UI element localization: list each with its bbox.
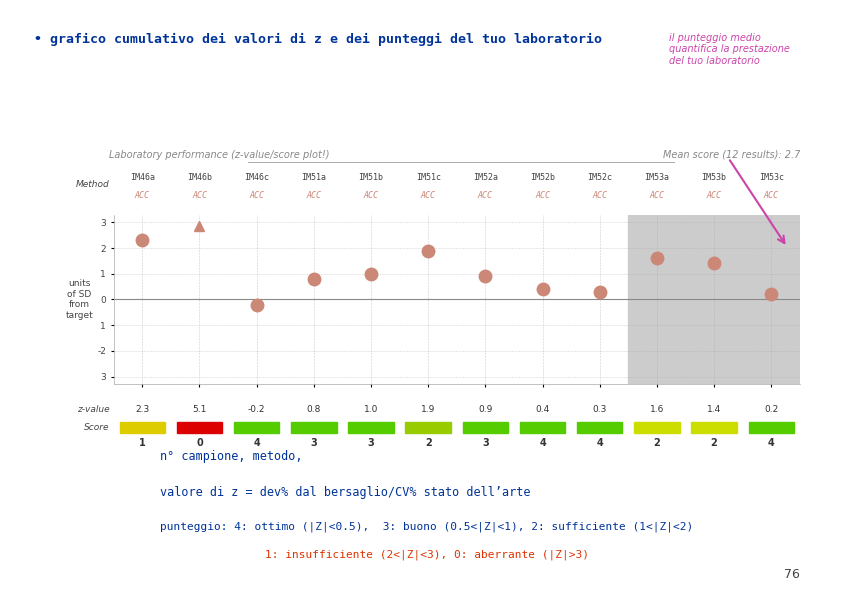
Text: ACC: ACC <box>135 191 150 200</box>
Text: 1.9: 1.9 <box>421 405 435 414</box>
Text: 2: 2 <box>653 438 660 448</box>
Bar <box>685 215 743 384</box>
Text: IM46a: IM46a <box>130 173 155 182</box>
Text: ACC: ACC <box>306 191 322 200</box>
Text: 1: 1 <box>139 438 146 448</box>
Text: 0.4: 0.4 <box>536 405 550 414</box>
Text: valore di z = dev% dal bersaglio/CV% stato dell’arte: valore di z = dev% dal bersaglio/CV% sta… <box>160 486 530 499</box>
Text: 0.2: 0.2 <box>765 405 779 414</box>
Text: -0.2: -0.2 <box>248 405 265 414</box>
Text: IM46b: IM46b <box>187 173 212 182</box>
Text: n° campione, metodo,: n° campione, metodo, <box>160 450 302 463</box>
Text: 2: 2 <box>711 438 717 448</box>
Text: 3: 3 <box>368 438 375 448</box>
Y-axis label: units
of SD
from
target: units of SD from target <box>65 280 93 319</box>
Text: 4: 4 <box>596 438 603 448</box>
Text: 2: 2 <box>425 438 432 448</box>
Text: 1.4: 1.4 <box>707 405 722 414</box>
Text: IM51a: IM51a <box>301 173 327 182</box>
Text: 1.0: 1.0 <box>364 405 378 414</box>
Text: 5.1: 5.1 <box>192 405 206 414</box>
Text: ACC: ACC <box>249 191 264 200</box>
Text: Method: Method <box>76 180 109 190</box>
Text: 76: 76 <box>784 568 800 581</box>
Text: 1: insufficiente (2<|Z|<3), 0: aberrante (|Z|>3): 1: insufficiente (2<|Z|<3), 0: aberrante… <box>265 550 589 560</box>
Text: ACC: ACC <box>706 191 722 200</box>
Text: IM53b: IM53b <box>701 173 727 182</box>
Text: IM53a: IM53a <box>644 173 669 182</box>
Text: IM52a: IM52a <box>473 173 498 182</box>
Text: 0.8: 0.8 <box>306 405 321 414</box>
Text: IM53c: IM53c <box>759 173 784 182</box>
Bar <box>743 215 800 384</box>
Text: 4: 4 <box>768 438 775 448</box>
Text: • grafico cumulativo dei valori di z e dei punteggi del tuo laboratorio: • grafico cumulativo dei valori di z e d… <box>34 33 602 46</box>
Text: ACC: ACC <box>478 191 493 200</box>
Text: IM51c: IM51c <box>416 173 440 182</box>
Text: Laboratory performance (z-value/score plot!): Laboratory performance (z-value/score pl… <box>109 150 330 160</box>
Text: 2.3: 2.3 <box>135 405 149 414</box>
Text: 4: 4 <box>253 438 260 448</box>
Text: 3: 3 <box>482 438 488 448</box>
Text: z-value: z-value <box>77 405 109 414</box>
Text: IM52b: IM52b <box>530 173 555 182</box>
Text: IM52c: IM52c <box>587 173 612 182</box>
Text: ACC: ACC <box>764 191 779 200</box>
Text: ACC: ACC <box>421 191 435 200</box>
Text: ACC: ACC <box>192 191 207 200</box>
Text: Score: Score <box>84 423 109 432</box>
Text: 0: 0 <box>196 438 203 448</box>
Text: il punteggio medio
quantifica la prestazione
del tuo laboratorio: il punteggio medio quantifica la prestaz… <box>669 33 791 66</box>
Text: 4: 4 <box>539 438 546 448</box>
Text: 0.9: 0.9 <box>478 405 493 414</box>
Text: 3: 3 <box>311 438 317 448</box>
Text: 0.3: 0.3 <box>593 405 607 414</box>
Text: Mean score (12 results): 2.7: Mean score (12 results): 2.7 <box>663 150 800 160</box>
Text: IM46c: IM46c <box>244 173 269 182</box>
Text: IM51b: IM51b <box>359 173 383 182</box>
Text: ACC: ACC <box>364 191 379 200</box>
Text: ACC: ACC <box>535 191 550 200</box>
Text: punteggio: 4: ottimo (|Z|<0.5),  3: buono (0.5<|Z|<1), 2: sufficiente (1<|Z|<2): punteggio: 4: ottimo (|Z|<0.5), 3: buono… <box>160 522 693 532</box>
Text: ACC: ACC <box>592 191 607 200</box>
Text: 1.6: 1.6 <box>650 405 664 414</box>
Text: ACC: ACC <box>649 191 664 200</box>
Bar <box>628 215 685 384</box>
